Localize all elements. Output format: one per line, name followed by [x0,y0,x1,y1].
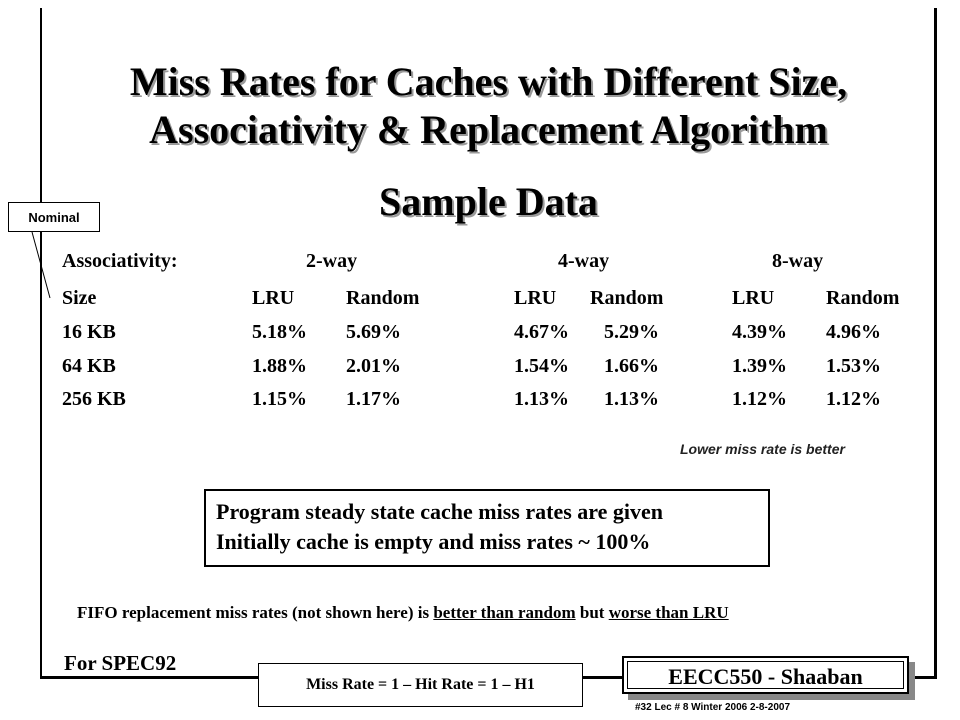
table-cell: 1.12% [732,388,787,410]
assoc-header-4way: 4-way [558,250,610,272]
table-cell: 1.12% [826,388,881,410]
table-cell: 1.39% [732,355,787,377]
associativity-label: Associativity: [62,250,178,272]
title-line-1: Miss Rates for Caches with Different Siz… [129,59,848,104]
title-line-2: Associativity & Replacement Algorithm [149,107,828,152]
row-size-16kb: 16 KB [62,321,116,343]
row-size-256kb: 256 KB [62,388,126,410]
row-size-64kb: 64 KB [62,355,116,377]
table-cell: 1.13% [514,388,569,410]
size-column-header: Size [62,287,97,309]
table-cell: 4.67% [514,321,569,343]
sub-header-random-4way: Random [590,287,664,309]
table-cell: 2.01% [346,355,401,377]
assoc-header-8way: 8-way [772,250,824,272]
table-cell: 4.96% [826,321,881,343]
table-cell: 1.15% [252,388,307,410]
table-cell: 5.29% [604,321,659,343]
nominal-label: Nominal [8,202,100,232]
spec92-label: For SPEC92 [64,651,177,675]
table-cell: 5.18% [252,321,307,343]
table-cell: 1.13% [604,388,659,410]
sub-header-random-8way: Random [826,287,900,309]
table-cell: 1.17% [346,388,401,410]
sub-header-lru-4way: LRU [514,287,557,309]
table-cell: 1.54% [514,355,569,377]
steady-state-note-box: Program steady state cache miss rates ar… [204,489,770,567]
sub-header-lru-8way: LRU [732,287,775,309]
assoc-header-2way: 2-way [306,250,358,272]
subtitle: Sample Data [379,179,598,224]
slide-footer: #32 Lec # 8 Winter 2006 2-8-2007 [635,702,791,713]
sub-header-lru-2way: LRU [252,287,295,309]
miss-rate-formula: Miss Rate = 1 – Hit Rate = 1 – H1 [258,663,583,707]
course-badge-label: EECC550 - Shaaban [627,661,904,689]
table-cell: 1.66% [604,355,659,377]
table-cell: 1.88% [252,355,307,377]
fifo-better-than-random: better than random [433,603,576,622]
fifo-note: FIFO replacement miss rates (not shown h… [77,603,729,623]
lower-miss-rate-note: Lower miss rate is better [680,441,845,457]
table-cell: 4.39% [732,321,787,343]
fifo-worse-than-lru: worse than LRU [608,603,729,622]
fifo-text-1: FIFO replacement miss rates (not shown h… [77,603,434,622]
sub-header-random-2way: Random [346,287,420,309]
table-cell: 5.69% [346,321,401,343]
slide-frame-left-edge [40,8,42,676]
box-line-1: Program steady state cache miss rates ar… [216,499,664,524]
fifo-text-2: but [575,603,609,622]
course-badge: EECC550 - Shaaban [622,656,909,694]
box-line-2: Initially cache is empty and miss rates … [216,529,651,554]
table-cell: 1.53% [826,355,881,377]
